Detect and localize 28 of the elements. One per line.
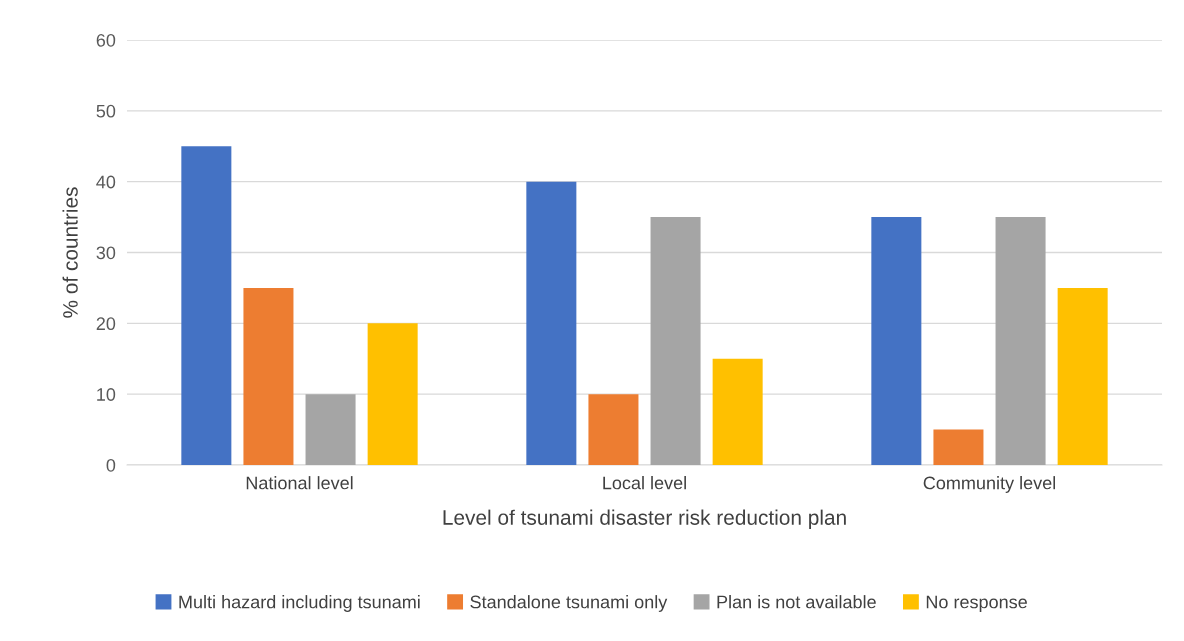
y-tick-label: 60 <box>96 33 116 47</box>
y-tick-label: 0 <box>106 458 116 472</box>
bar <box>650 217 701 465</box>
x-tick-label: Community level <box>923 476 1056 493</box>
x-axis-title: Level of tsunami disaster risk reduction plan <box>443 509 846 530</box>
legend-label: No response <box>926 595 1027 612</box>
x-tick-label: Local level <box>603 476 686 490</box>
bar <box>526 181 577 465</box>
bar <box>712 358 763 465</box>
bar <box>243 287 294 465</box>
bar <box>367 323 418 465</box>
legend-label: Plan is not available <box>717 595 876 609</box>
bar <box>933 429 984 465</box>
y-tick-label: 40 <box>96 175 116 189</box>
bar <box>1057 287 1108 465</box>
y-axis-title: % of countries <box>62 187 78 318</box>
y-tick-label: 50 <box>96 104 116 118</box>
bar <box>305 394 356 465</box>
bar <box>588 394 639 465</box>
y-tick-label: 10 <box>97 388 116 401</box>
legend-label: Multi hazard including tsunami <box>179 595 420 612</box>
y-tick-label: 20 <box>96 317 116 331</box>
bar <box>995 217 1046 465</box>
bar <box>181 146 232 465</box>
bar <box>871 217 922 465</box>
legend-label: Standalone tsunami only <box>470 595 668 612</box>
x-tick-label: National level <box>246 476 353 490</box>
y-tick-label: 30 <box>96 246 116 260</box>
